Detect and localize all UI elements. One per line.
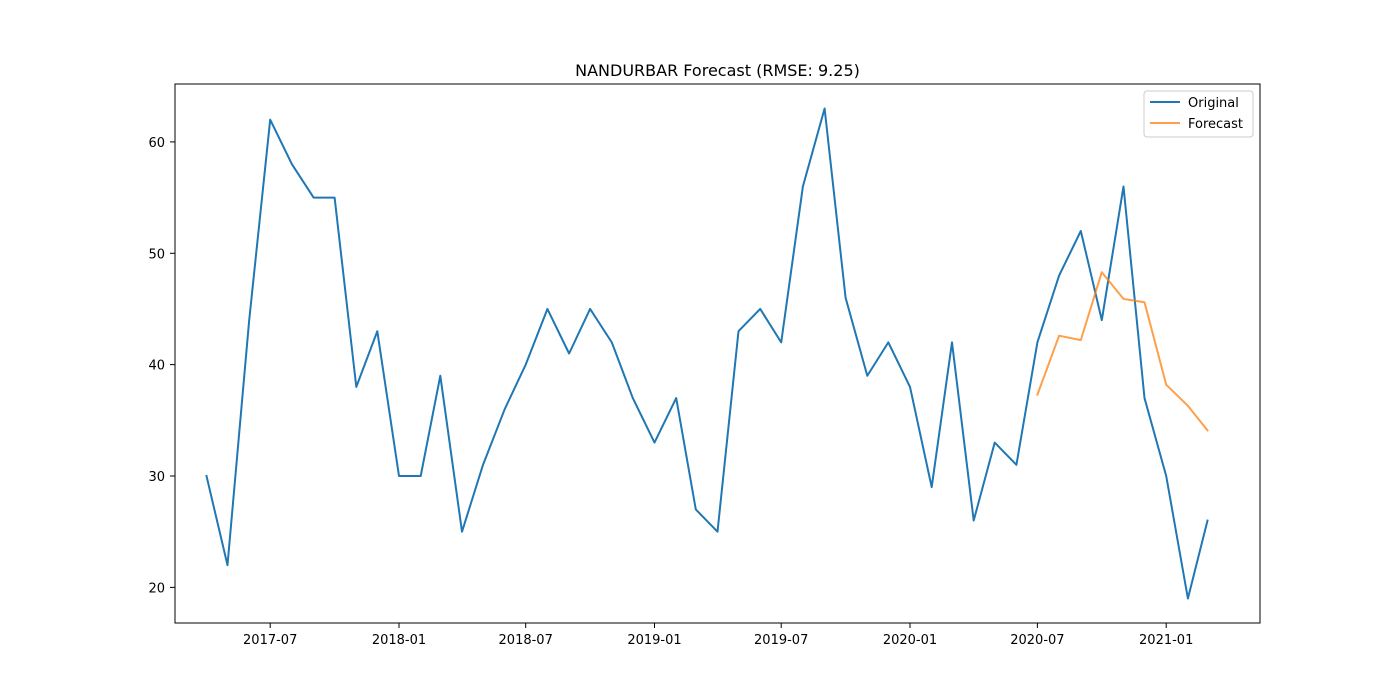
- x-tick-label: 2018-07: [499, 633, 553, 648]
- x-tick-label: 2019-01: [627, 633, 681, 648]
- series-line-original: [205, 107, 1209, 600]
- x-tick-label: 2017-07: [243, 633, 297, 648]
- series-line-forecast: [1036, 271, 1209, 432]
- legend-label-original: Original: [1188, 96, 1239, 111]
- x-tick-label: 2021-01: [1139, 633, 1193, 648]
- series-layer: [205, 107, 1209, 600]
- x-tick-label: 2020-01: [883, 633, 937, 648]
- y-tick-label: 40: [148, 359, 165, 374]
- plot-area: 2017-07 2018-01 2018-07 2019-01 2019-07 2020-…: [148, 83, 1261, 648]
- x-tick-label: 2018-01: [372, 633, 426, 648]
- x-tick-label: 2019-07: [754, 633, 808, 648]
- axes-frame: [174, 83, 1261, 624]
- x-tick-label: 2020-07: [1010, 633, 1064, 648]
- y-tick-label: 50: [148, 247, 165, 262]
- y-tick-label: 30: [148, 470, 165, 485]
- y-tick-label: 60: [148, 136, 165, 151]
- y-tick-label: 20: [148, 581, 165, 596]
- legend: Original Forecast: [1143, 90, 1254, 138]
- chart-title: NANDURBAR Forecast (RMSE: 9.25): [575, 61, 860, 80]
- x-axis: 2017-07 2018-01 2018-07 2019-01 2019-07 2020-…: [243, 623, 1193, 648]
- y-axis: 20 30 40 50 60: [148, 136, 175, 596]
- legend-label-forecast: Forecast: [1188, 117, 1243, 132]
